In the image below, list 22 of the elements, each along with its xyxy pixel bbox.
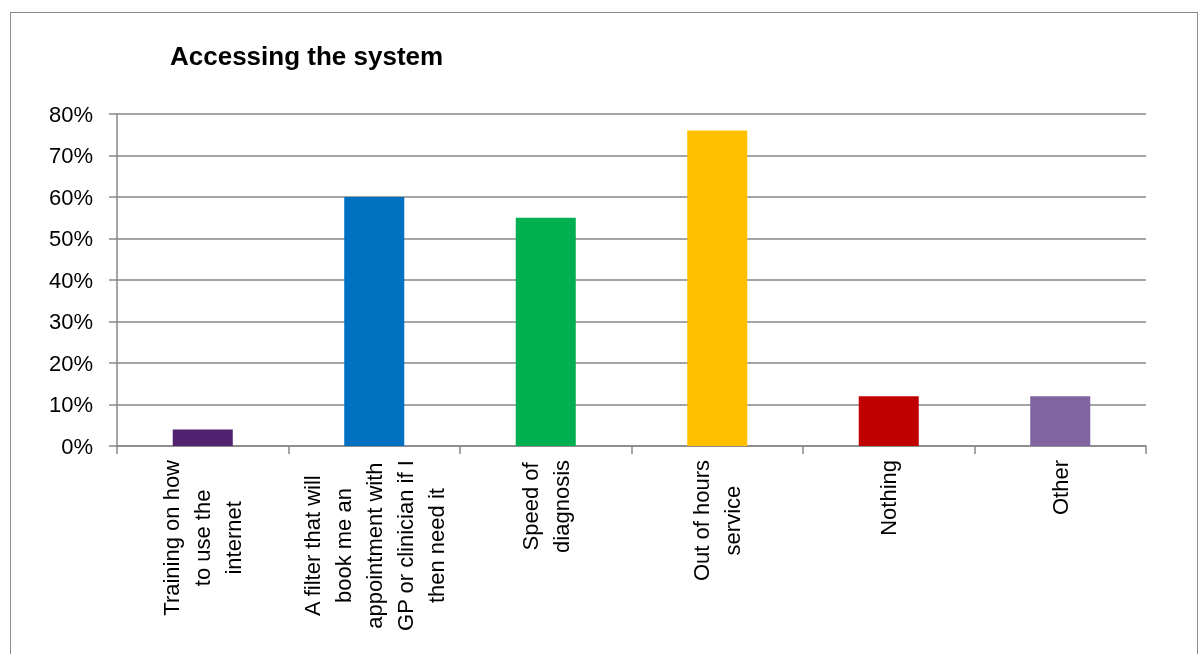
bar	[858, 396, 919, 446]
x-tick-label: Speed of diagnosis	[517, 460, 574, 553]
y-tick-label: 50%	[48, 226, 93, 251]
y-tick-label: 20%	[48, 350, 93, 376]
bar	[687, 130, 748, 446]
x-tick-label: Other	[1047, 460, 1073, 516]
chart-title: Accessing the system	[170, 41, 444, 71]
y-tick-label: 40%	[48, 267, 93, 293]
y-tick-label: 0%	[61, 433, 93, 459]
bar	[344, 197, 405, 446]
x-tick-label: Nothing	[876, 459, 902, 536]
y-tick-label: 60%	[48, 184, 93, 210]
y-tick-label: 80%	[48, 101, 93, 127]
x-tick-label: Out of hours service	[689, 459, 746, 582]
y-tick-label: 70%	[48, 143, 93, 168]
x-tick-label: Training on how to use the internet	[159, 459, 247, 616]
bar	[172, 429, 233, 446]
bar	[515, 217, 576, 446]
y-tick-label: 10%	[48, 392, 93, 417]
bar	[1030, 396, 1091, 446]
x-tick-label: A filter that will book me an appointment with GP or clinician if I then need it	[299, 460, 449, 631]
y-tick-label: 30%	[48, 309, 93, 334]
